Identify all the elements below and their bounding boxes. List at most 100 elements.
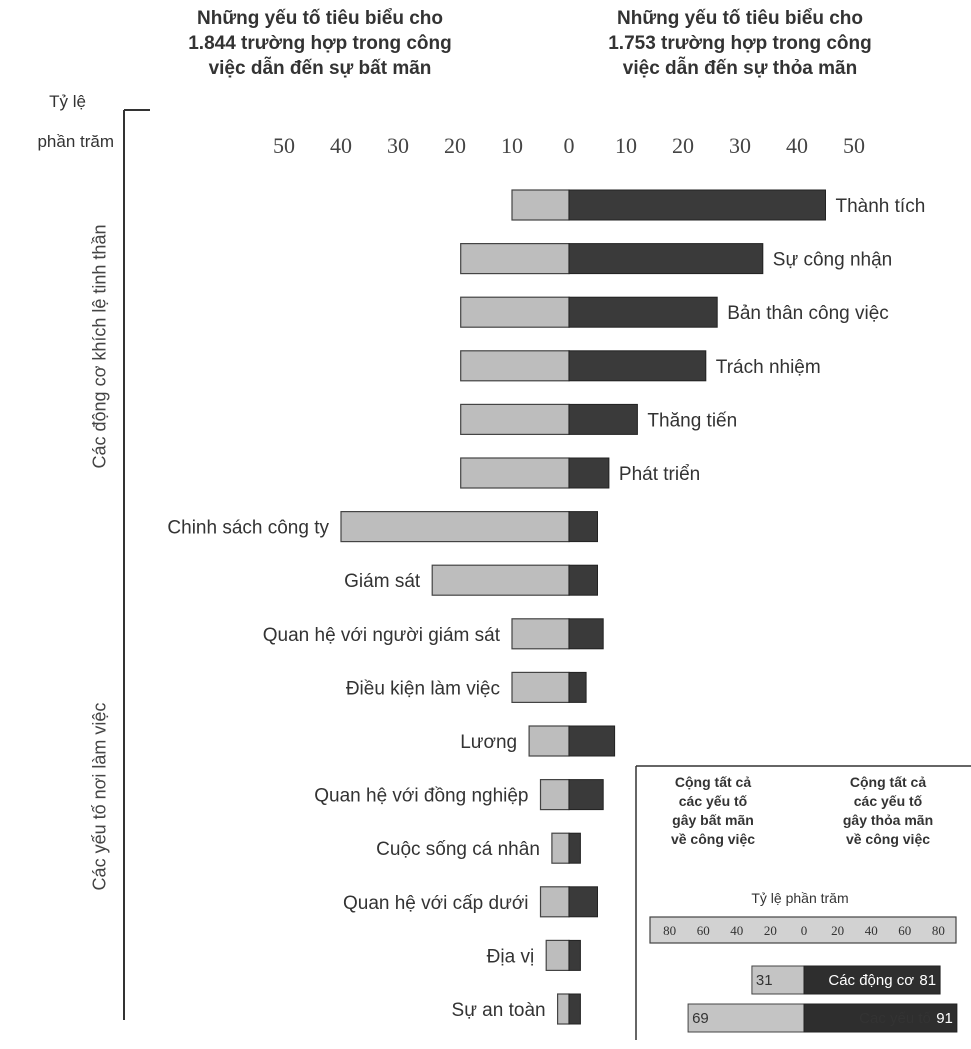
- inset-bar-satisfaction: [803, 965, 941, 995]
- axis-title-line-1: Tỷ lệ: [49, 92, 86, 111]
- bar-satisfaction: [568, 939, 581, 971]
- factor-label: Thăng tiến: [647, 410, 737, 431]
- bar-satisfaction: [568, 243, 764, 275]
- bar-dissatisfaction: [551, 832, 570, 864]
- axis-title-line-2: phần trăm: [37, 132, 114, 151]
- inset-axis-title: Tỷ lệ phần trăm: [751, 890, 848, 906]
- bar-satisfaction: [568, 189, 826, 221]
- inset-right-header-line: Cộng tất cả: [850, 774, 926, 790]
- factor-label: Thành tích: [836, 196, 926, 217]
- bar-dissatisfaction: [511, 189, 570, 221]
- bar-satisfaction: [568, 403, 638, 435]
- bar-dissatisfaction: [340, 511, 570, 543]
- factor-label: Chinh sách công ty: [167, 518, 329, 539]
- inset-left-value: 69: [692, 1010, 709, 1027]
- bar-satisfaction: [568, 779, 604, 811]
- bar-satisfaction: [568, 350, 707, 382]
- factor-label: Bản thân công việc: [727, 303, 889, 324]
- bar-dissatisfaction: [460, 243, 570, 275]
- factor-label: Quan hệ với người giám sát: [263, 625, 501, 646]
- bar-satisfaction: [568, 511, 598, 543]
- inset-left-header-line: Cộng tất cả: [675, 774, 751, 790]
- x-tick-label: 30: [729, 133, 751, 158]
- bar-dissatisfaction: [539, 778, 570, 811]
- x-tick-label: 40: [330, 133, 352, 158]
- inset-axis-box: [649, 916, 957, 944]
- inset-tick-label: 20: [831, 923, 844, 938]
- bar-dissatisfaction: [556, 993, 570, 1025]
- header-line: 1.844 trường hợp trong công: [188, 33, 452, 54]
- inset-right-value: 91: [936, 1010, 953, 1027]
- bar-satisfaction: [568, 886, 598, 918]
- factor-label: Trách nhiệm: [716, 357, 821, 378]
- bar-group: Thành tích Sự công nhận Bản thân công việc…: [167, 189, 926, 1025]
- x-tick-label: 40: [786, 133, 808, 158]
- factor-label: Sự công nhận: [773, 250, 892, 271]
- bar-dissatisfaction: [460, 296, 570, 328]
- inset-tick-label: 20: [764, 923, 777, 938]
- x-tick-label: 30: [387, 133, 409, 158]
- factor-label: Quan hệ với cấp dưới: [343, 893, 529, 914]
- x-tick-label: 10: [615, 133, 637, 158]
- x-tick-label: 10: [501, 133, 523, 158]
- inset-tick-label: 0: [801, 923, 808, 938]
- header-line: 1.753 trường hợp trong công: [608, 33, 872, 54]
- inset-tick-label: 60: [697, 923, 710, 938]
- inset-right-value: 81: [919, 972, 936, 989]
- bar-dissatisfaction: [511, 618, 570, 650]
- bar-satisfaction: [568, 296, 718, 328]
- factor-label: Cuộc sống cá nhân: [376, 839, 540, 860]
- bar-dissatisfaction: [539, 886, 570, 918]
- bar-dissatisfaction: [460, 350, 570, 382]
- bar-satisfaction: [568, 457, 610, 489]
- header-dissatisfaction: Những yếu tố tiêu biểu cho 1.844 trường …: [120, 6, 520, 81]
- bar-satisfaction: [568, 725, 616, 757]
- inset-tick-label: 40: [865, 923, 878, 938]
- bar-satisfaction: [568, 618, 604, 650]
- factor-label: Giám sát: [344, 571, 421, 592]
- inset-tick-label: 80: [663, 923, 676, 938]
- header-line: Những yếu tố tiêu biểu cho: [197, 8, 443, 29]
- header-satisfaction: Những yếu tố tiêu biểu cho 1.753 trường …: [530, 6, 950, 81]
- bar-dissatisfaction: [431, 564, 570, 596]
- summary-inset: Cộng tất cả các yếu tố gây bất mãn về công …: [635, 765, 971, 1040]
- factor-label: Địa vị: [487, 946, 535, 967]
- inset-left-header-line: gây bất mãn: [672, 812, 754, 828]
- factor-label: Điều kiện làm việc: [346, 678, 500, 699]
- inset-bar-label: Các động cơ: [828, 972, 914, 989]
- factor-label: Quan hệ với đồng nghiệp: [314, 786, 528, 807]
- bar-dissatisfaction: [528, 725, 570, 757]
- inset-left-value: 31: [756, 972, 773, 989]
- header-line: việc dẫn đến sự bất mãn: [208, 58, 432, 79]
- x-tick-label: 0: [564, 133, 575, 158]
- tick-group: 50 40 30 20 10 0 10 20 30 40 50: [273, 133, 865, 158]
- inset-bar-label: Cac yếu tố: [859, 1010, 931, 1027]
- bar-satisfaction: [568, 832, 581, 864]
- inset-tick-label: 60: [898, 923, 911, 938]
- inset-tick-label: 80: [932, 923, 945, 938]
- factor-label: Sự an toàn: [452, 1000, 546, 1021]
- bar-satisfaction: [568, 671, 587, 703]
- inset-left-header-line: các yếu tố: [679, 793, 748, 809]
- bar-dissatisfaction: [460, 457, 570, 489]
- x-tick-label: 50: [843, 133, 865, 158]
- inset-tick-label: 40: [730, 923, 743, 938]
- inset-right-header-line: về công việc: [846, 831, 930, 847]
- x-tick-label: 20: [444, 133, 466, 158]
- header-line: việc dẫn đến sự thỏa mãn: [622, 58, 858, 79]
- x-tick-label: 50: [273, 133, 295, 158]
- bar-satisfaction: [568, 564, 598, 596]
- inset-bar-satisfaction: [803, 1003, 958, 1033]
- inset-right-header-line: gây thỏa mãn: [843, 812, 933, 828]
- inset-right-header-line: các yếu tố: [854, 793, 923, 809]
- bar-dissatisfaction: [460, 403, 570, 435]
- header-line: Những yếu tố tiêu biểu cho: [617, 8, 863, 29]
- bar-dissatisfaction: [511, 671, 570, 704]
- factor-label: Phát triển: [619, 464, 700, 485]
- bar-dissatisfaction: [545, 939, 570, 972]
- inset-left-header-line: về công việc: [671, 831, 755, 847]
- inset-bar-dissatisfaction: [687, 1003, 805, 1033]
- x-tick-label: 20: [672, 133, 694, 158]
- factor-label: Lương: [460, 732, 517, 753]
